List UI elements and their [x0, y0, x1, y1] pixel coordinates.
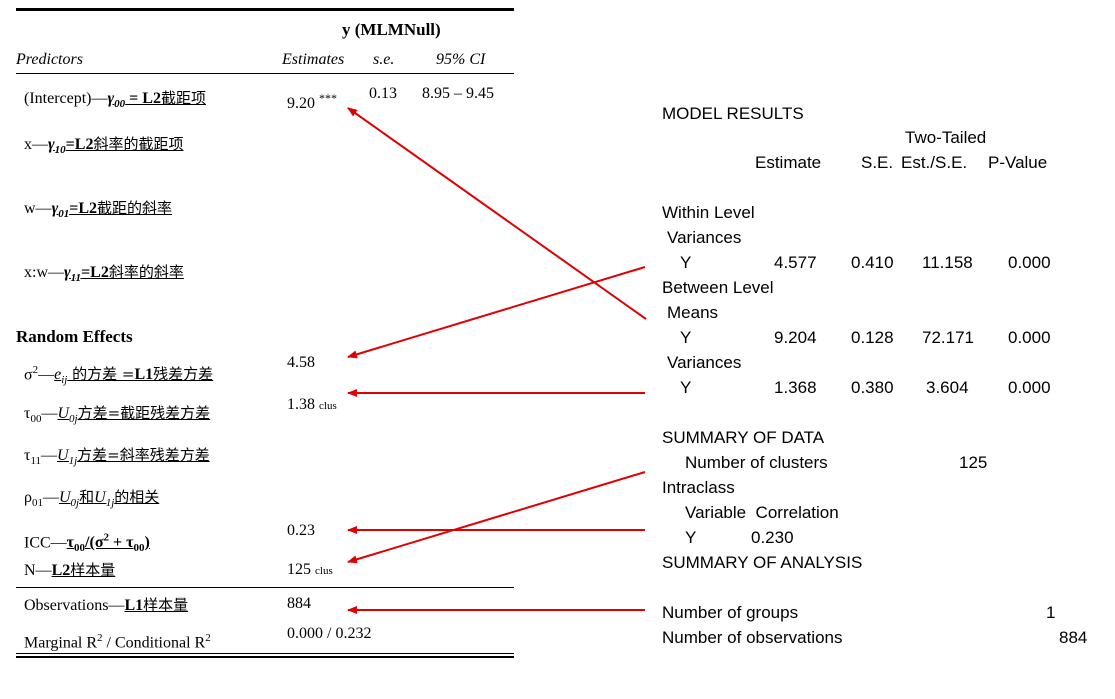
within-y-label: Y: [680, 253, 692, 272]
summary-data-heading: SUMMARY OF DATA: [662, 428, 825, 447]
var-y-estse: 3.604: [926, 378, 969, 397]
num-obs-value: 884: [1059, 628, 1088, 647]
means-y-se: 0.128: [851, 328, 894, 347]
means-y-est: 9.204: [774, 328, 817, 347]
intercept-se: 0.13: [369, 85, 397, 102]
icc-value: 0.23: [287, 522, 315, 539]
observations-label: Observations—L1样本量: [24, 596, 189, 614]
random-sigma2: σ2—eij 的方差 =L1残差方差: [24, 364, 214, 387]
within-y-p: 0.000: [1008, 253, 1051, 272]
means-y-estse: 72.171: [922, 328, 974, 347]
icc-y-value: 0.230: [751, 528, 794, 547]
var-y-p: 0.000: [1008, 378, 1051, 397]
model-title: y (MLMNull): [342, 20, 441, 39]
two-tailed-header: Two-Tailed: [905, 128, 987, 147]
col-estse: Est./S.E.: [901, 153, 968, 172]
table-bottom-rule-1: [16, 653, 514, 654]
num-clusters-label: Number of clusters: [685, 453, 828, 472]
variable-correlation-header: Variable Correlation: [685, 503, 839, 522]
table-top-rule: [16, 8, 514, 11]
random-tau11: τ11—U1j方差=斜率残差方差: [24, 446, 210, 468]
within-y-se: 0.410: [851, 253, 894, 272]
col-pvalue: P-Value: [988, 153, 1048, 172]
num-groups-label: Number of groups: [662, 603, 799, 622]
icc-y-label: Y: [685, 528, 697, 547]
within-y-estse: 11.158: [922, 253, 973, 272]
num-obs-label: Number of observations: [662, 628, 843, 647]
num-clusters-value: 125: [959, 453, 988, 472]
means-label: Means: [667, 303, 719, 322]
header-estimates: Estimates: [282, 51, 345, 68]
sigma2-value: 4.58: [287, 354, 315, 371]
header-rule: [16, 73, 514, 74]
observations-rule: [16, 587, 514, 588]
within-variances-label: Variances: [667, 228, 742, 247]
within-level-heading: Within Level: [662, 203, 755, 222]
num-groups-value: 1: [1046, 603, 1056, 622]
header-se: s.e.: [373, 51, 395, 68]
between-variances-label: Variances: [667, 353, 742, 372]
model-results-heading: MODEL RESULTS: [662, 104, 804, 123]
predictor-x: x—γ10=L2斜率的截距项: [24, 135, 184, 157]
regression-table: y (MLMNull) Predictors Estimates s.e. 95…: [16, 8, 514, 658]
r2-label: Marginal R2 / Conditional R2: [24, 632, 211, 652]
table-bottom-rule-2: [16, 656, 514, 658]
predictor-xw: x:w—γ11=L2斜率的斜率: [24, 263, 184, 285]
col-se: S.E.: [861, 153, 894, 172]
random-n: N—L2样本量: [24, 561, 116, 579]
header-ci: 95% CI: [436, 51, 486, 68]
intraclass-heading: Intraclass: [662, 478, 735, 497]
random-icc: ICC—τ00/(σ2 + τ00): [24, 532, 150, 555]
col-estimate: Estimate: [755, 153, 822, 172]
var-y-label: Y: [680, 378, 692, 397]
between-level-heading: Between Level: [662, 278, 774, 297]
predictor-w: w—γ01=L2截距的斜率: [24, 199, 173, 221]
predictor-intercept: (Intercept)—γ00 = L2截距项: [24, 89, 206, 111]
means-y-label: Y: [680, 328, 692, 347]
random-tau00: τ00—U0j方差=截距残差方差: [24, 404, 211, 426]
header-predictors: Predictors: [16, 51, 83, 68]
var-y-se: 0.380: [851, 378, 894, 397]
significance-stars: ***: [319, 91, 337, 105]
random-effects-title: Random Effects: [16, 327, 133, 346]
summary-analysis-heading: SUMMARY OF ANALYSIS: [662, 553, 863, 572]
mplus-output: MODEL RESULTS Two-Tailed Estimate S.E. E…: [662, 100, 1102, 660]
within-y-est: 4.577: [774, 253, 817, 272]
tau00-value: 1.38 clus: [287, 396, 337, 413]
n-value: 125 clus: [287, 561, 333, 578]
random-rho01: ρ01—U0j和U1j的相关: [24, 488, 160, 510]
var-y-est: 1.368: [774, 378, 817, 397]
r2-value: 0.000 / 0.232: [287, 625, 372, 642]
intercept-estimate: 9.20 ***: [287, 91, 337, 112]
means-y-p: 0.000: [1008, 328, 1051, 347]
observations-value: 884: [287, 595, 311, 612]
intercept-ci: 8.95 – 9.45: [422, 85, 494, 102]
